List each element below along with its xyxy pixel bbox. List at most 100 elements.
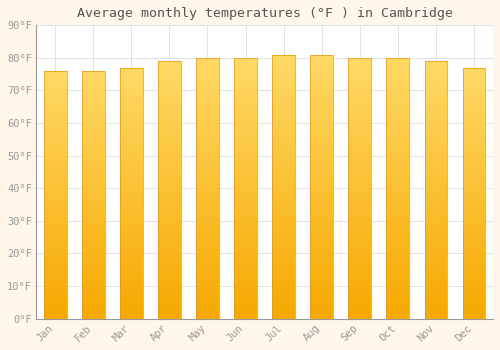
- Bar: [310, 94, 333, 97]
- Bar: [348, 293, 371, 295]
- Bar: [272, 289, 295, 292]
- Bar: [424, 244, 448, 246]
- Bar: [44, 165, 66, 168]
- Bar: [386, 206, 409, 209]
- Bar: [310, 216, 333, 218]
- Bar: [120, 118, 142, 120]
- Bar: [310, 144, 333, 147]
- Bar: [82, 118, 104, 120]
- Bar: [462, 311, 485, 314]
- Bar: [120, 113, 142, 115]
- Bar: [424, 311, 448, 313]
- Bar: [462, 261, 485, 263]
- Bar: [348, 123, 371, 126]
- Bar: [272, 221, 295, 224]
- Bar: [120, 143, 142, 146]
- Bar: [272, 263, 295, 266]
- Bar: [120, 148, 142, 150]
- Bar: [386, 266, 409, 269]
- Bar: [424, 280, 448, 282]
- Bar: [82, 103, 104, 106]
- Bar: [424, 151, 448, 154]
- Bar: [386, 81, 409, 84]
- Bar: [196, 74, 219, 76]
- Bar: [120, 120, 142, 123]
- Bar: [310, 200, 333, 202]
- Bar: [386, 110, 409, 113]
- Bar: [462, 241, 485, 243]
- Bar: [348, 162, 371, 165]
- Bar: [82, 212, 104, 215]
- Bar: [234, 222, 257, 225]
- Bar: [310, 118, 333, 121]
- Bar: [348, 167, 371, 170]
- Bar: [310, 105, 333, 107]
- Bar: [462, 246, 485, 248]
- Bar: [44, 83, 66, 86]
- Bar: [462, 70, 485, 73]
- Bar: [44, 78, 66, 81]
- Bar: [386, 256, 409, 259]
- Bar: [120, 223, 142, 226]
- Bar: [272, 181, 295, 184]
- Bar: [310, 126, 333, 128]
- Bar: [120, 278, 142, 281]
- Bar: [234, 212, 257, 214]
- Bar: [462, 191, 485, 193]
- Bar: [424, 164, 448, 167]
- Bar: [386, 243, 409, 246]
- Bar: [272, 84, 295, 86]
- Bar: [234, 183, 257, 186]
- Bar: [310, 192, 333, 195]
- Bar: [424, 288, 448, 290]
- Bar: [386, 123, 409, 126]
- Bar: [234, 110, 257, 113]
- Bar: [386, 118, 409, 120]
- Bar: [424, 94, 448, 97]
- Bar: [310, 311, 333, 313]
- Bar: [234, 131, 257, 133]
- Bar: [196, 303, 219, 306]
- Bar: [272, 73, 295, 76]
- Bar: [348, 110, 371, 113]
- Bar: [424, 257, 448, 259]
- Bar: [82, 289, 104, 291]
- Bar: [196, 227, 219, 230]
- Bar: [120, 176, 142, 178]
- Bar: [462, 196, 485, 198]
- Bar: [82, 180, 104, 182]
- Bar: [82, 257, 104, 259]
- Bar: [272, 158, 295, 160]
- Bar: [462, 258, 485, 261]
- Bar: [424, 144, 448, 146]
- Bar: [120, 299, 142, 301]
- Bar: [234, 58, 257, 61]
- Bar: [158, 136, 181, 138]
- Bar: [196, 212, 219, 214]
- Bar: [310, 234, 333, 237]
- Bar: [348, 261, 371, 264]
- Bar: [310, 68, 333, 70]
- Bar: [158, 149, 181, 151]
- Bar: [196, 186, 219, 188]
- Bar: [462, 198, 485, 201]
- Bar: [462, 273, 485, 276]
- Bar: [462, 163, 485, 166]
- Bar: [386, 285, 409, 287]
- Bar: [386, 306, 409, 308]
- Bar: [82, 145, 104, 148]
- Bar: [348, 206, 371, 209]
- Bar: [120, 80, 142, 83]
- Bar: [196, 246, 219, 248]
- Bar: [310, 107, 333, 110]
- Bar: [348, 154, 371, 157]
- Bar: [234, 282, 257, 285]
- Bar: [82, 244, 104, 247]
- Bar: [310, 189, 333, 192]
- Bar: [196, 225, 219, 227]
- Bar: [196, 311, 219, 313]
- Bar: [462, 168, 485, 170]
- Bar: [234, 256, 257, 259]
- Bar: [234, 264, 257, 266]
- Bar: [234, 295, 257, 298]
